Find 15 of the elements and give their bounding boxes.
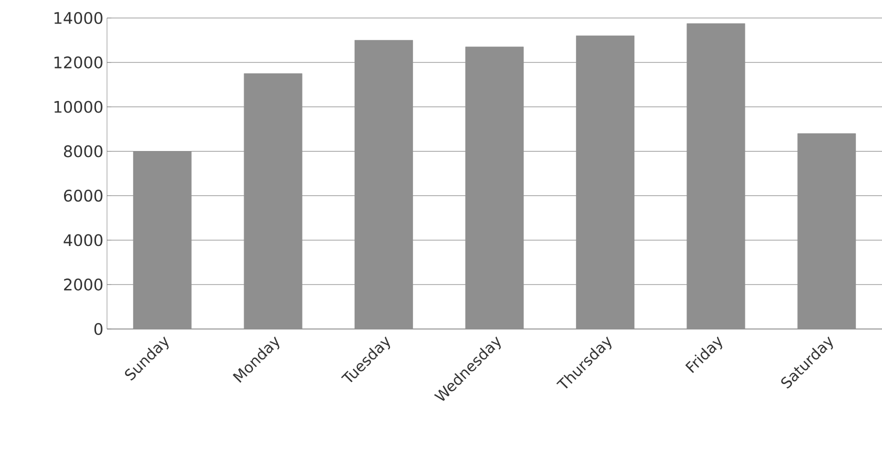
y-tick-label: 4000 (64, 234, 102, 246)
bar (244, 73, 302, 330)
y-tick-label: 8000 (64, 145, 102, 158)
bar (576, 36, 634, 330)
bar (465, 46, 524, 330)
bar (797, 133, 856, 330)
bar (133, 151, 192, 330)
y-tick-label: 14000 (54, 12, 102, 24)
bar (686, 23, 746, 330)
y-tick-label: 6000 (64, 190, 102, 202)
y-tick-label: 12000 (54, 56, 102, 68)
y-tick-label: 0 (94, 322, 102, 336)
bar (354, 40, 413, 330)
y-tick-label: 10000 (54, 100, 102, 113)
y-tick-label: 2000 (64, 278, 102, 291)
